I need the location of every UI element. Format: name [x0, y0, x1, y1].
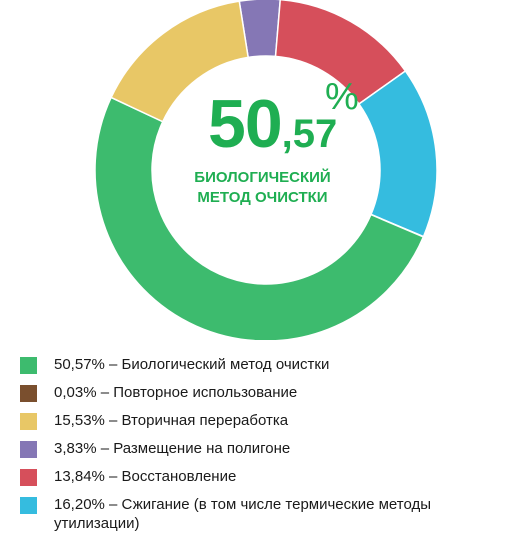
center-caption-line1: БИОЛОГИЧЕСКИЙ: [194, 169, 331, 186]
center-caption-line2: МЕТОД ОЧИСТКИ: [197, 189, 328, 206]
legend-item: 15,53% – Вторичная переработка: [20, 408, 500, 436]
legend-swatch: [20, 469, 37, 486]
center-value-int: 50: [208, 86, 283, 162]
legend-label: 0,03% – Повторное использование: [54, 384, 298, 401]
legend-item: 13,84% – Восстановление: [20, 464, 500, 492]
legend-swatch: [20, 497, 37, 514]
legend-label: 3,83% – Размещение на полигоне: [54, 440, 291, 457]
center-label: 50,57 % БИОЛОГИЧЕСКИЙ МЕТОД ОЧИСТКИ: [150, 78, 375, 218]
legend-swatch: [20, 385, 37, 402]
legend-label: 50,57% – Биологический метод очистки: [54, 356, 330, 373]
legend-item: 0,03% – Повторное использование: [20, 380, 500, 408]
center-caption: БИОЛОГИЧЕСКИЙ МЕТОД ОЧИСТКИ: [150, 168, 375, 208]
legend-label: 13,84% – Восстановление: [54, 468, 237, 485]
donut-chart: 50,57 % БИОЛОГИЧЕСКИЙ МЕТОД ОЧИСТКИ: [94, 0, 438, 340]
legend-item: 3,83% – Размещение на полигоне: [20, 436, 500, 464]
legend-label: 16,20% – Сжигание (в том числе термическ…: [54, 496, 431, 532]
center-value: 50,57: [208, 90, 337, 158]
center-percent-sign: %: [325, 76, 359, 118]
legend-item: 16,20% – Сжигание (в том числе термическ…: [20, 492, 500, 536]
legend-label: 15,53% – Вторичная переработка: [54, 412, 289, 429]
legend-swatch: [20, 413, 37, 430]
legend-swatch: [20, 357, 37, 374]
legend-swatch: [20, 441, 37, 458]
donut-slice-2: [110, 0, 250, 123]
legend-item: 50,57% – Биологический метод очистки: [20, 352, 500, 380]
donut-slice-0: [94, 96, 425, 340]
legend: 50,57% – Биологический метод очистки 0,0…: [20, 352, 500, 536]
center-value-dec: ,57: [281, 112, 338, 156]
donut-svg: [94, 0, 438, 340]
